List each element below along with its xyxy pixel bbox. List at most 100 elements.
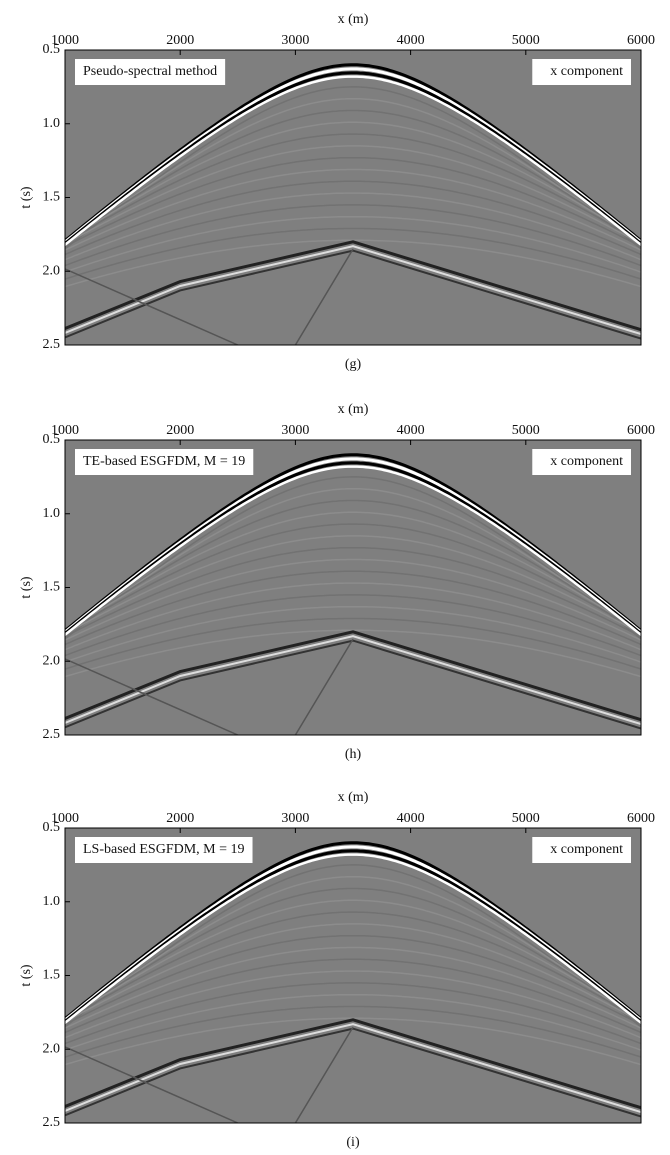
wavefield bbox=[65, 841, 641, 1123]
y-tick-label: 2.0 bbox=[43, 1041, 61, 1056]
y-tick-label: 2.0 bbox=[43, 653, 61, 668]
weak-event bbox=[65, 899, 641, 1021]
reflection bbox=[65, 635, 641, 726]
x-tick-label: 4000 bbox=[397, 33, 425, 48]
annotation-box bbox=[75, 449, 254, 475]
weak-event bbox=[65, 875, 641, 1025]
weak-event bbox=[65, 946, 641, 1029]
weak-event bbox=[65, 145, 641, 245]
weak-event bbox=[65, 535, 641, 635]
weak-event bbox=[65, 192, 641, 261]
plot-background bbox=[65, 50, 641, 345]
direct-wave bbox=[65, 75, 641, 247]
weak-event bbox=[65, 156, 641, 248]
reflection bbox=[65, 240, 641, 332]
x-tick-label: 6000 bbox=[627, 33, 655, 48]
x-axis-label: x (m) bbox=[338, 402, 369, 417]
x-tick-label: 2000 bbox=[166, 33, 194, 48]
annotation-box bbox=[532, 837, 631, 863]
reflection bbox=[65, 658, 239, 735]
weak-event bbox=[65, 558, 641, 641]
y-axis-label: t (s) bbox=[19, 186, 34, 209]
weak-event bbox=[65, 133, 641, 244]
x-tick-label: 4000 bbox=[397, 811, 425, 826]
annotation-left: Pseudo-spectral method bbox=[83, 64, 217, 79]
wavefield bbox=[65, 63, 641, 345]
direct-wave bbox=[65, 841, 641, 1021]
y-axis-label: t (s) bbox=[19, 576, 34, 599]
x-tick-label: 6000 bbox=[627, 423, 655, 438]
weak-event bbox=[65, 215, 641, 273]
y-tick-label: 0.5 bbox=[43, 432, 61, 447]
weak-event bbox=[65, 582, 641, 651]
y-tick-label: 1.5 bbox=[43, 190, 61, 205]
reflection bbox=[65, 1018, 641, 1110]
plot-background bbox=[65, 828, 641, 1123]
y-tick-label: 1.0 bbox=[43, 116, 61, 131]
y-tick-label: 2.5 bbox=[43, 337, 61, 352]
reflection bbox=[65, 630, 641, 722]
weak-event bbox=[65, 476, 641, 640]
reflection bbox=[294, 248, 354, 345]
weak-event bbox=[65, 168, 641, 251]
weak-event bbox=[65, 1005, 641, 1058]
weak-event bbox=[65, 605, 641, 663]
weak-event bbox=[65, 239, 641, 288]
annotation-left: LS-based ESGFDM, M = 19 bbox=[83, 842, 245, 857]
y-tick-label: 0.5 bbox=[43, 42, 61, 57]
weak-event bbox=[65, 546, 641, 638]
direct-wave bbox=[65, 461, 641, 636]
reflection bbox=[65, 268, 239, 345]
y-axis-label: t (s) bbox=[19, 964, 34, 987]
x-tick-label: 5000 bbox=[512, 33, 540, 48]
weak-event bbox=[65, 499, 641, 634]
weak-event bbox=[65, 911, 641, 1022]
x-axis-label: x (m) bbox=[338, 12, 369, 27]
caption: (g) bbox=[345, 357, 362, 372]
direct-wave bbox=[65, 849, 641, 1024]
direct-wave bbox=[65, 63, 641, 243]
x-tick-label: 3000 bbox=[281, 423, 309, 438]
direct-wave bbox=[65, 465, 641, 637]
annotation-box bbox=[75, 59, 226, 85]
reflection bbox=[65, 1046, 239, 1123]
x-tick-label: 1000 bbox=[51, 811, 79, 826]
direct-wave bbox=[65, 845, 641, 1023]
y-tick-label: 1.0 bbox=[43, 894, 61, 909]
x-tick-label: 1000 bbox=[51, 33, 79, 48]
annotation-box bbox=[532, 449, 631, 475]
annotation-box bbox=[532, 59, 631, 85]
x-tick-label: 5000 bbox=[512, 423, 540, 438]
reflection bbox=[65, 245, 641, 336]
x-tick-label: 1000 bbox=[51, 423, 79, 438]
x-tick-label: 2000 bbox=[166, 811, 194, 826]
x-tick-label: 4000 bbox=[397, 423, 425, 438]
weak-event bbox=[65, 934, 641, 1026]
reflection bbox=[294, 1026, 354, 1123]
weak-event bbox=[65, 629, 641, 678]
weak-event bbox=[65, 487, 641, 637]
weak-event bbox=[65, 523, 641, 634]
direct-wave bbox=[65, 853, 641, 1025]
x-tick-label: 3000 bbox=[281, 33, 309, 48]
direct-wave bbox=[65, 457, 641, 635]
reflection bbox=[65, 249, 641, 340]
x-tick-label: 2000 bbox=[166, 423, 194, 438]
weak-event bbox=[65, 121, 641, 243]
reflection bbox=[65, 639, 641, 730]
direct-wave bbox=[65, 71, 641, 246]
weak-event bbox=[65, 1017, 641, 1066]
caption: (h) bbox=[345, 747, 362, 762]
weak-event bbox=[65, 511, 641, 633]
x-tick-label: 6000 bbox=[627, 811, 655, 826]
weak-event bbox=[65, 617, 641, 670]
weak-event bbox=[65, 227, 641, 280]
weak-event bbox=[65, 180, 641, 256]
annotation-right: x component bbox=[550, 64, 623, 79]
y-tick-label: 1.0 bbox=[43, 506, 61, 521]
annotation-left: TE-based ESGFDM, M = 19 bbox=[83, 454, 245, 469]
weak-event bbox=[65, 993, 641, 1051]
x-tick-label: 3000 bbox=[281, 811, 309, 826]
